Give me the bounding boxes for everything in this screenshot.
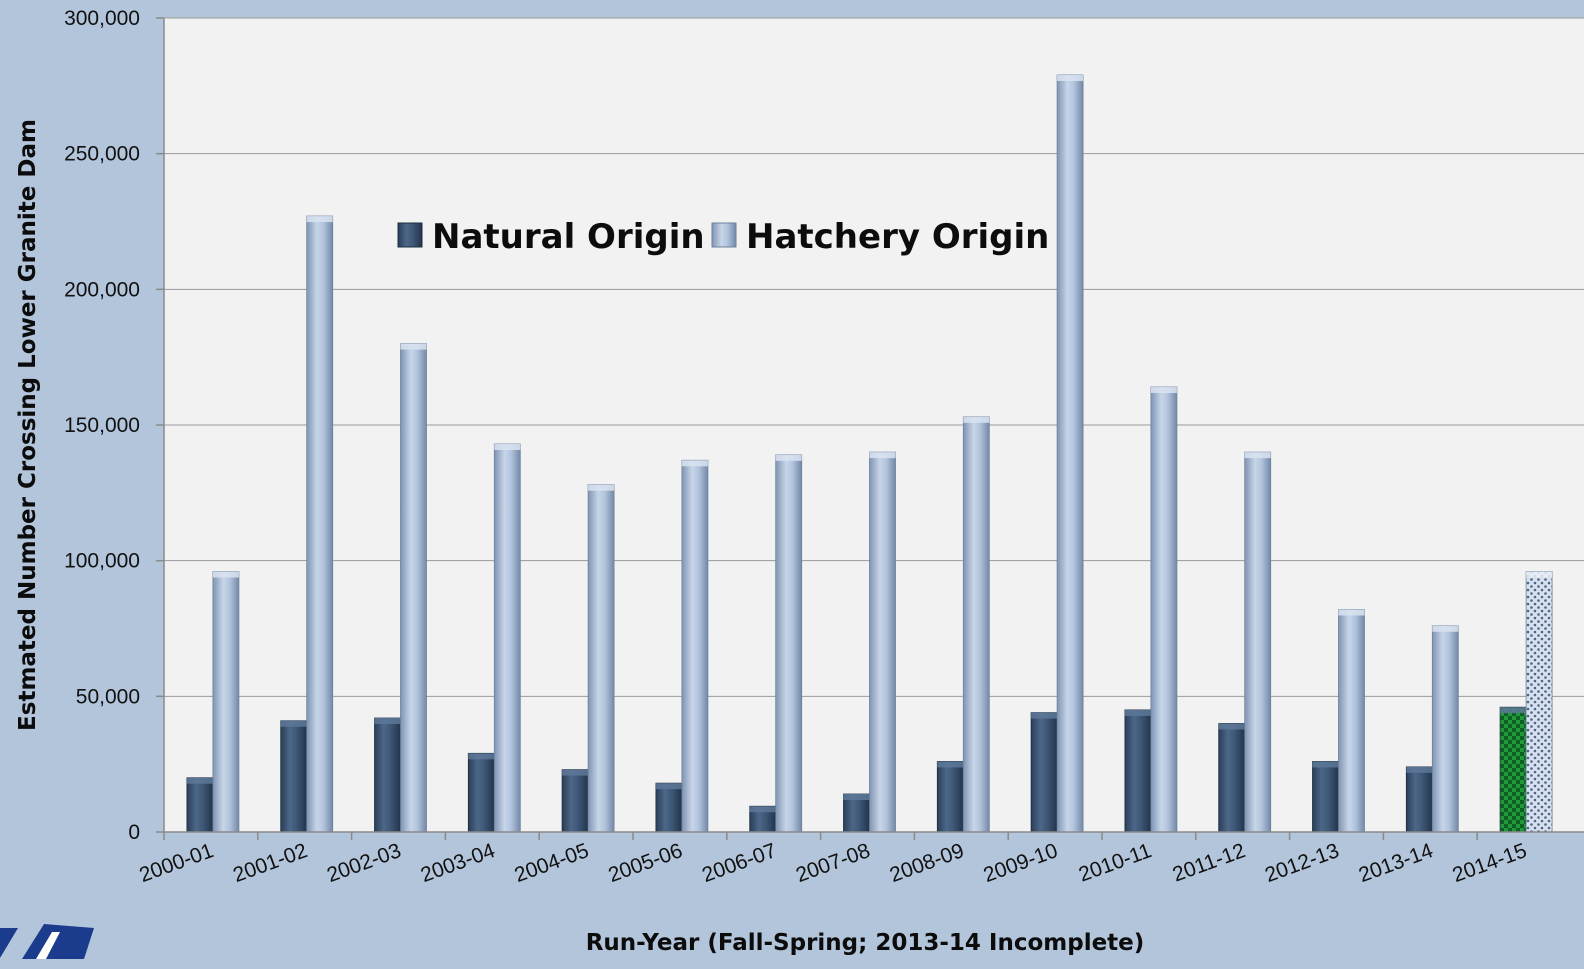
bar-cap-hatchery-2010-11 xyxy=(1150,387,1177,394)
bar-cap-hatchery-2012-13 xyxy=(1338,609,1365,616)
bar-natural-2005-06 xyxy=(655,782,683,833)
bar-cap-hatchery-2013-14 xyxy=(1432,625,1459,632)
bar-cap-hatchery-2000-01 xyxy=(212,571,239,578)
y-tick-label: 0 xyxy=(128,821,140,844)
bar-hatchery-2013-14 xyxy=(1431,625,1459,833)
bar-cap-natural-2012-13 xyxy=(1312,761,1339,768)
bar-hatchery-2014-15 xyxy=(1525,571,1553,833)
bar-hatchery-2009-10 xyxy=(1056,74,1084,833)
bar-hatchery-2003-04 xyxy=(493,443,521,833)
legend-label-natural: Natural Origin xyxy=(432,217,705,257)
bar-cap-hatchery-2006-07 xyxy=(775,454,802,461)
legend-label-hatchery: Hatchery Origin xyxy=(746,217,1049,257)
x-tick-label: 2012-13 xyxy=(1262,839,1342,887)
bar-cap-natural-2000-01 xyxy=(186,777,213,784)
bar-natural-2014-15 xyxy=(1499,706,1527,833)
y-tick-label: 200,000 xyxy=(64,278,140,301)
bar-hatchery-2005-06 xyxy=(681,459,709,833)
bar-natural-2009-10 xyxy=(1030,712,1058,833)
bar-cap-natural-2011-12 xyxy=(1218,723,1245,730)
bar-cap-natural-2013-14 xyxy=(1406,766,1433,773)
x-tick-label: 2003-04 xyxy=(418,839,499,887)
bar-cap-hatchery-2003-04 xyxy=(494,443,521,450)
x-tick-label: 2009-10 xyxy=(981,839,1061,887)
bar-natural-2004-05 xyxy=(561,769,589,833)
x-tick-label: 2006-07 xyxy=(699,839,779,887)
x-axis-title: Run-Year (Fall-Spring; 2013-14 Incomplet… xyxy=(586,930,1145,956)
bar-cap-natural-2002-03 xyxy=(374,718,401,725)
bar-hatchery-2012-13 xyxy=(1338,609,1365,833)
y-ticks: 0 50,000 100,000 150,000 200,000 250,000 300,0… xyxy=(64,7,164,844)
bar-cap-natural-2008-09 xyxy=(937,761,964,768)
bar-cap-hatchery-2004-05 xyxy=(588,484,615,491)
bar-natural-2012-13 xyxy=(1312,761,1339,833)
bar-hatchery-2000-01 xyxy=(212,571,240,833)
x-ticks: 2000-01 2001-02 2002-03 2003-04 2004-05 2005-… xyxy=(136,832,1530,887)
bar-hatchery-2010-11 xyxy=(1150,386,1178,833)
bar-cap-hatchery-2014-15 xyxy=(1526,571,1553,578)
bar-natural-2013-14 xyxy=(1405,766,1433,833)
bar-natural-2010-11 xyxy=(1124,709,1152,833)
bar-cap-natural-2005-06 xyxy=(655,783,682,790)
bar-cap-hatchery-2007-08 xyxy=(869,452,896,459)
bar-natural-2002-03 xyxy=(374,717,401,833)
bar-cap-hatchery-2011-12 xyxy=(1244,452,1271,459)
bar-cap-natural-2007-08 xyxy=(843,794,870,801)
bar-cap-natural-2001-02 xyxy=(280,720,307,727)
y-tick-label: 150,000 xyxy=(64,414,140,437)
bar-hatchery-2004-05 xyxy=(587,484,615,833)
bar-natural-2008-09 xyxy=(936,761,964,833)
y-axis-title: Estmated Number Crossing Lower Granite D… xyxy=(15,119,41,731)
x-tick-label: 2008-09 xyxy=(887,839,967,887)
bar-hatchery-2008-09 xyxy=(962,416,990,833)
bar-hatchery-2001-02 xyxy=(306,215,334,833)
x-tick-label: 2005-06 xyxy=(605,839,685,887)
legend-swatch-hatchery xyxy=(711,222,737,248)
bars xyxy=(186,74,1553,833)
x-tick-label: 2000-01 xyxy=(136,839,216,887)
bar-hatchery-2011-12 xyxy=(1244,451,1272,833)
bar-cap-hatchery-2008-09 xyxy=(963,416,990,423)
y-tick-label: 250,000 xyxy=(64,143,140,166)
x-tick-label: 2004-05 xyxy=(512,839,592,887)
x-tick-label: 2010-11 xyxy=(1076,839,1155,886)
bar-hatchery-2006-07 xyxy=(775,454,803,833)
bar-cap-hatchery-2002-03 xyxy=(400,343,427,350)
x-tick-label: 2011-12 xyxy=(1170,839,1249,886)
x-tick-label: 2002-03 xyxy=(324,839,404,887)
bar-natural-2000-01 xyxy=(186,777,214,833)
x-tick-label: 2014-15 xyxy=(1450,839,1530,887)
legend: Natural Origin Hatchery Origin xyxy=(397,217,1049,257)
bar-natural-2003-04 xyxy=(467,752,495,833)
x-tick-label: 2001-02 xyxy=(230,839,310,887)
bar-cap-natural-2003-04 xyxy=(468,753,495,760)
y-tick-label: 300,000 xyxy=(64,7,140,30)
bar-cap-natural-2010-11 xyxy=(1124,709,1151,716)
x-tick-label: 2013-14 xyxy=(1356,839,1437,887)
bar-cap-hatchery-2009-10 xyxy=(1057,74,1084,81)
logo xyxy=(0,924,94,959)
bar-hatchery-2002-03 xyxy=(400,343,427,833)
bar-hatchery-2007-08 xyxy=(869,451,896,833)
legend-swatch-natural xyxy=(397,222,423,248)
bar-cap-hatchery-2001-02 xyxy=(306,216,333,223)
y-tick-label: 50,000 xyxy=(76,685,140,708)
bar-cap-natural-2006-07 xyxy=(749,806,776,813)
bar-natural-2001-02 xyxy=(280,720,308,833)
bar-cap-hatchery-2005-06 xyxy=(681,460,708,467)
bar-cap-natural-2009-10 xyxy=(1031,712,1058,719)
bar-cap-natural-2014-15 xyxy=(1500,707,1527,714)
bar-natural-2011-12 xyxy=(1218,723,1246,833)
bar-cap-natural-2004-05 xyxy=(562,769,589,776)
x-tick-label: 2007-08 xyxy=(793,839,873,887)
y-tick-label: 100,000 xyxy=(64,550,140,573)
